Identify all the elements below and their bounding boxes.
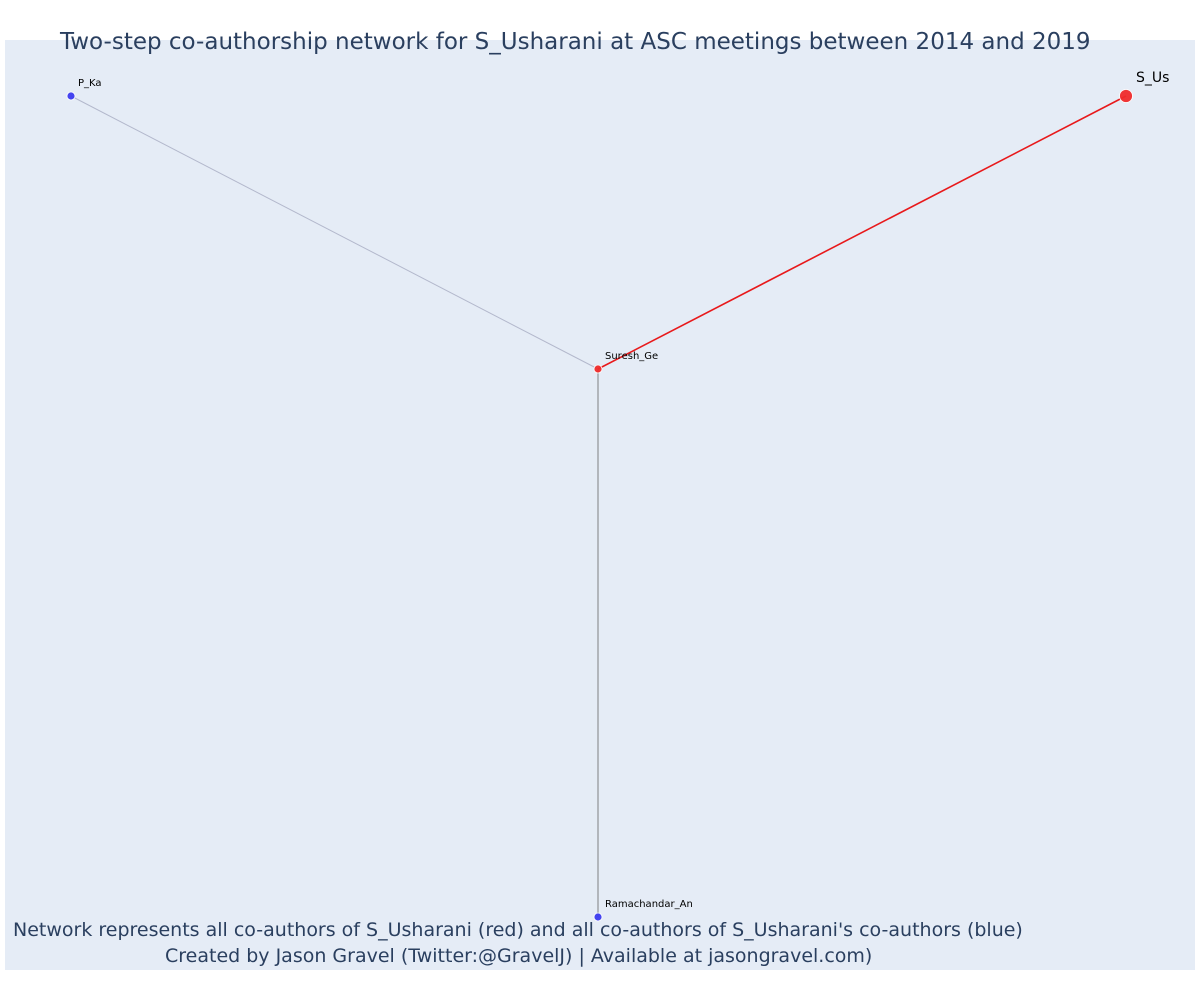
node-label-p-ka: P_Ka bbox=[78, 78, 102, 89]
edges-layer bbox=[70, 95, 1127, 917]
caption-line-1: Network represents all co-authors of S_U… bbox=[13, 919, 1023, 941]
chart-title: Two-step co-authorship network for S_Ush… bbox=[60, 29, 1091, 55]
node-p-ka[interactable] bbox=[66, 91, 76, 101]
node-ramachandar-an[interactable] bbox=[593, 912, 603, 922]
node-label-s-us: S_Us bbox=[1136, 70, 1169, 86]
labels-layer: S_Us Suresh_Ge P_Ka Ramachandar_An bbox=[78, 70, 1169, 910]
caption-line-2: Created by Jason Gravel (Twitter:@Gravel… bbox=[165, 945, 873, 967]
node-label-suresh-ge: Suresh_Ge bbox=[605, 351, 658, 362]
edge-s_us-suresh_ge bbox=[597, 95, 1127, 370]
plot-area bbox=[5, 40, 1195, 970]
node-suresh-ge[interactable] bbox=[593, 364, 603, 374]
nodes-layer bbox=[66, 89, 1133, 922]
edge-suresh_ge-p_ka bbox=[70, 95, 599, 370]
node-label-ramachandar-an: Ramachandar_An bbox=[605, 899, 693, 910]
node-s-us[interactable] bbox=[1119, 89, 1133, 103]
